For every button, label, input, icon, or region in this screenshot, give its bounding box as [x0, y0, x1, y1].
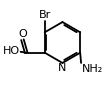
- Text: Br: Br: [39, 10, 51, 20]
- Text: NH₂: NH₂: [82, 64, 103, 74]
- Text: HO: HO: [3, 46, 20, 56]
- Text: N: N: [58, 63, 67, 73]
- Text: O: O: [18, 29, 27, 39]
